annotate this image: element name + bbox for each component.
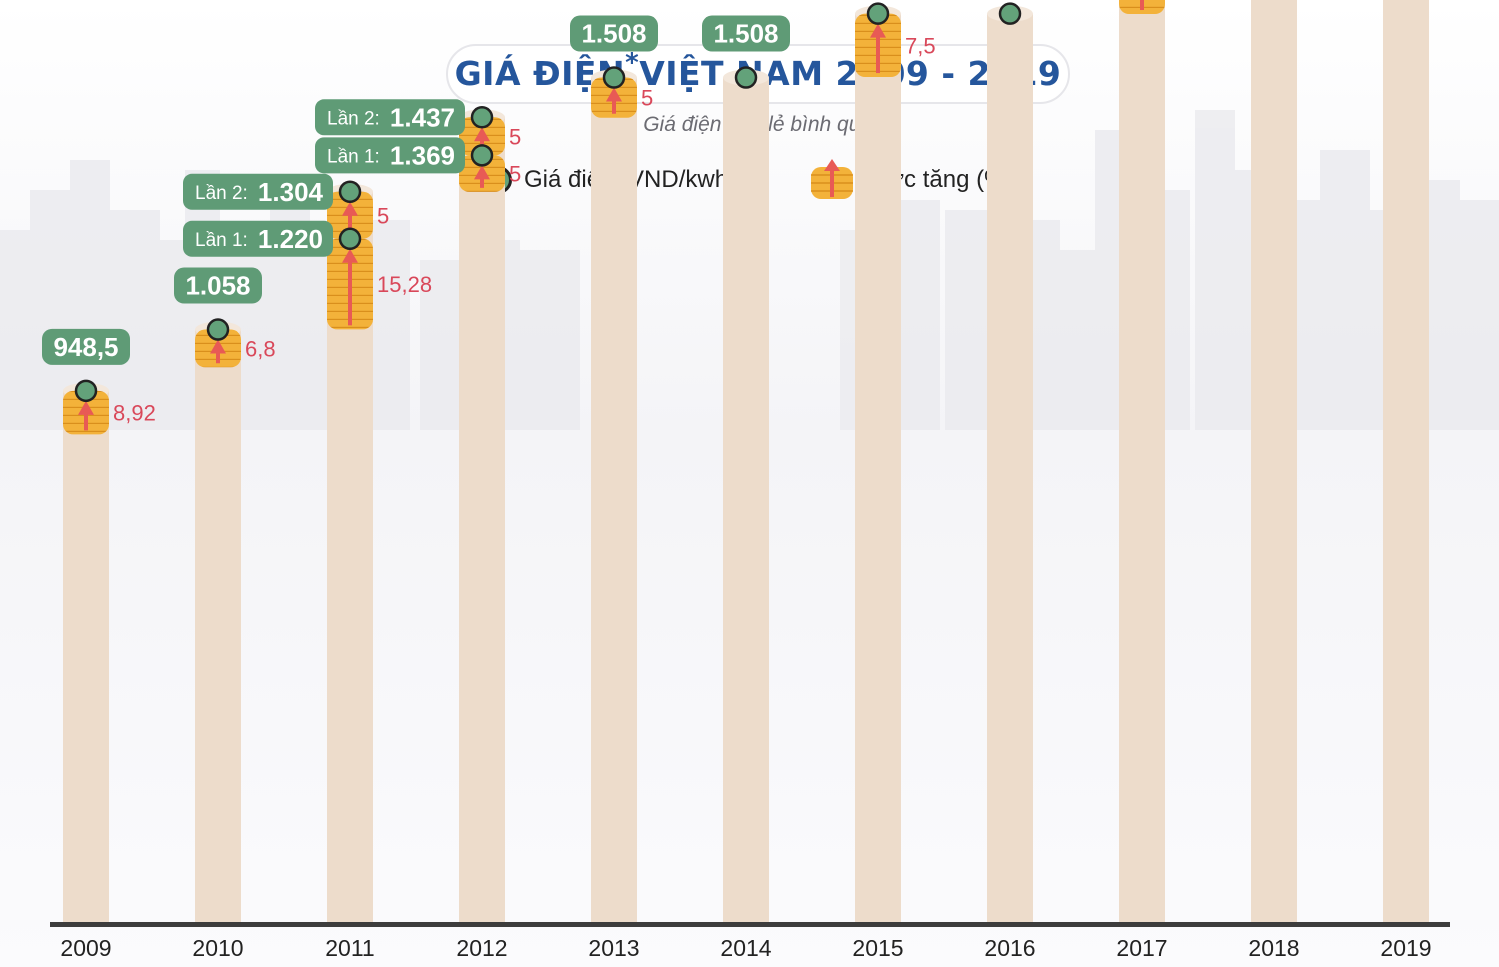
- price-marker: [998, 2, 1022, 25]
- coin-stack-arrow-icon: [811, 159, 853, 199]
- price-label-value: 1.058: [185, 271, 250, 301]
- x-tick-label: 2019: [1380, 935, 1431, 961]
- increase-arrow-head: [474, 165, 490, 180]
- price-marker: [602, 66, 626, 89]
- increase-label: 5: [641, 86, 653, 111]
- increase-arrow-shaft: [480, 177, 484, 188]
- increase-arrow-shaft: [876, 35, 880, 74]
- price-column: [987, 13, 1033, 923]
- increase-arrow-shaft: [216, 351, 220, 364]
- price-column: [1383, 0, 1429, 922]
- price-marker: [470, 144, 494, 167]
- x-tick-label: 2013: [588, 935, 639, 961]
- increase-arrow-head: [606, 87, 622, 102]
- increase-label: 15,28: [377, 272, 432, 297]
- increase-arrow-head: [342, 201, 358, 216]
- price-label-badge: [570, 15, 658, 52]
- x-axis-baseline: [50, 922, 1450, 927]
- x-tick-label: 2014: [720, 935, 771, 961]
- price-label-badge: [174, 267, 262, 304]
- price-column: [459, 117, 505, 922]
- increase-label: 5: [509, 124, 521, 149]
- increase-arrow-shaft: [612, 99, 616, 114]
- price-column: [1251, 0, 1297, 923]
- price-marker: [206, 318, 230, 341]
- price-marker: [338, 180, 362, 204]
- x-tick-label: 2009: [60, 935, 111, 961]
- x-tick-label: 2015: [852, 935, 903, 961]
- price-label-value: 1.508: [581, 19, 646, 49]
- increase-arrow-shaft: [348, 260, 352, 326]
- price-marker: [866, 2, 890, 25]
- chart-title-footnote-mark: *: [625, 48, 640, 78]
- price-marker: [470, 106, 494, 129]
- x-tick-label: 2010: [192, 935, 243, 961]
- increase-arrow-head: [342, 248, 358, 263]
- price-column: [723, 77, 769, 922]
- price-marker: [338, 227, 362, 251]
- price-label-value: 1.508: [713, 19, 778, 49]
- increase-arrow-head: [210, 339, 226, 354]
- x-tick-label: 2012: [456, 935, 507, 961]
- price-label-value: 1.437: [390, 102, 455, 132]
- x-tick-label: 2018: [1248, 935, 1299, 961]
- increase-arrow-head: [78, 400, 94, 415]
- increase-label: 7,5: [905, 33, 936, 58]
- price-label-badge: [315, 99, 465, 136]
- price-column: [1119, 0, 1165, 923]
- price-marker: [74, 379, 98, 403]
- increase-arrow-head: [474, 127, 490, 142]
- increase-arrow-head: [870, 23, 886, 38]
- increase-arrow-shaft: [84, 412, 88, 431]
- x-tick-label: 2011: [325, 935, 374, 961]
- price-label-value: 1.304: [258, 177, 324, 207]
- price-label-value: 948,5: [53, 332, 118, 362]
- price-column: [195, 329, 241, 922]
- price-marker: [734, 66, 758, 89]
- price-label-badge: [315, 137, 465, 174]
- price-label-value: 1.369: [390, 140, 455, 170]
- price-label-prefix: Lần 2:: [195, 183, 248, 204]
- price-label-prefix: Lần 1:: [327, 146, 380, 167]
- increase-label: 5: [377, 203, 389, 228]
- price-column: [855, 13, 901, 923]
- increase-label: 5: [509, 162, 521, 187]
- price-label-prefix: Lần 2:: [327, 108, 380, 129]
- x-tick-label: 2017: [1116, 935, 1167, 961]
- x-tick-label: 2016: [984, 935, 1035, 961]
- increase-label: 6,8: [245, 336, 276, 361]
- price-label-badge: [183, 173, 333, 210]
- price-label-badge: [183, 220, 333, 257]
- increase-arrow-shaft: [1140, 0, 1144, 11]
- increase-label: 8,92: [113, 401, 156, 426]
- price-label-value: 1.220: [258, 224, 323, 254]
- increase-arrow-shaft: [348, 213, 352, 235]
- price-label-prefix: Lần 1:: [195, 230, 248, 251]
- price-column: [591, 77, 637, 922]
- price-label-badge: [702, 15, 790, 52]
- price-column: [63, 390, 109, 923]
- price-label-badge: [42, 328, 130, 365]
